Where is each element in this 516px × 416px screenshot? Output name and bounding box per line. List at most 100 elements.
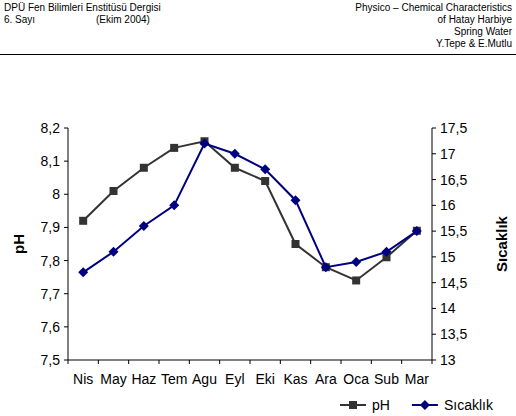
x-tick-label: Nis [73,371,93,387]
point-marker [412,226,422,236]
x-tick [401,360,402,364]
point-marker [169,200,179,210]
legend: pH Sıcaklık [340,397,494,413]
y2-tick-label: 15,5 [440,223,467,239]
y2-tick-label: 13,5 [440,326,467,342]
point-marker [230,149,240,159]
y2-axis-title: Sıcaklık [493,215,510,272]
point-marker [110,187,118,195]
point-marker [231,164,239,172]
y2-tick-label: 16,5 [440,172,467,188]
point-marker [291,195,301,205]
y2-tick-label: 14,5 [440,275,467,291]
chart-svg: DPÜ Fen Bilimleri Enstitüsü Dergisi6. Sa… [0,0,516,416]
series-line [83,143,417,272]
chart-root: DPÜ Fen Bilimleri Enstitüsü Dergisi6. Sa… [0,0,516,416]
x-tick-label: Oca [343,371,369,387]
y-axis-line [68,128,69,360]
x-tick [310,360,311,364]
header-text: Y.Tepe & E.Mutlu [436,38,512,49]
point-marker [139,221,149,231]
y-tick-label: 7,5 [41,352,61,368]
y-tick [64,326,68,327]
y-tick-label: 8,2 [41,120,61,136]
header-text: Physico – Chemical Characteristics [355,2,512,13]
legend-label: pH [372,397,390,413]
y2-tick [432,308,436,309]
x-tick [159,360,160,364]
legend-marker [349,401,357,409]
y-tick-label: 8,1 [41,153,61,169]
x-tick [68,360,69,364]
y-tick-label: 7,6 [41,319,61,335]
point-marker [109,247,119,257]
y-tick [64,161,68,162]
y2-tick [432,205,436,206]
series [78,138,422,277]
x-tick-label: Sub [374,371,399,387]
point-marker [79,217,87,225]
point-marker [322,263,330,271]
header-text: (Ekim 2004) [96,14,150,25]
x-tick-label: May [100,371,126,387]
header-text: Spring Water [454,26,513,37]
y2-tick-label: 17 [440,146,456,162]
header-text: 6. Sayı [4,14,35,25]
y-tick-label: 7,7 [41,286,61,302]
y2-tick-label: 14 [440,300,456,316]
point-marker [200,138,210,148]
x-tick-label: Agu [192,371,217,387]
point-marker [292,240,300,248]
y2-tick [432,334,436,335]
x-tick [219,360,220,364]
y-tick [64,227,68,228]
x-tick [250,360,251,364]
y2-tick-label: 17,5 [440,120,467,136]
legend-marker [420,400,430,410]
x-tick [280,360,281,364]
header-text: DPÜ Fen Bilimleri Enstitüsü Dergisi [4,2,161,13]
y-tick-label: 7,9 [41,219,61,235]
y-tick [64,293,68,294]
point-marker [382,247,392,257]
y-tick-label: 8 [52,186,60,202]
x-tick [371,360,372,364]
y2-tick [432,256,436,257]
header: DPÜ Fen Bilimleri Enstitüsü Dergisi6. Sa… [0,2,516,55]
y-tick-label: 7,8 [41,253,61,269]
y-tick [64,194,68,195]
legend-label: Sıcaklık [444,397,494,413]
axes: 7,5 7,6 7,7 7,8 7,9 8 8,1 8,2 13 13,5 14 14,5 15 15,5… [10,120,510,387]
x-tick [432,360,433,364]
header-text: of Hatay Harbiye [438,14,513,25]
y2-tick-label: 13 [440,352,456,368]
y2-tick [432,153,436,154]
point-marker [321,262,331,272]
series [79,137,421,284]
plot-area [78,137,422,284]
y2-tick [432,282,436,283]
point-marker [140,164,148,172]
y2-tick [432,360,436,361]
x-tick [189,360,190,364]
point-marker [261,177,269,185]
x-tick-label: Haz [131,371,156,387]
header-rule [0,54,516,55]
x-tick [128,360,129,364]
y2-tick-label: 15 [440,249,456,265]
y2-tick [432,128,436,129]
x-tick-label: Eyl [225,371,244,387]
y-axis-title: pH [10,234,27,254]
point-marker [170,144,178,152]
x-tick-label: Ara [315,371,337,387]
x-tick-label: Tem [161,371,187,387]
point-marker [78,267,88,277]
y-tick [64,128,68,129]
y2-tick-label: 16 [440,197,456,213]
point-marker [260,164,270,174]
y2-tick [432,179,436,180]
point-marker [351,257,361,267]
y-tick [64,260,68,261]
y2-axis-line [432,128,433,360]
point-marker [352,276,360,284]
